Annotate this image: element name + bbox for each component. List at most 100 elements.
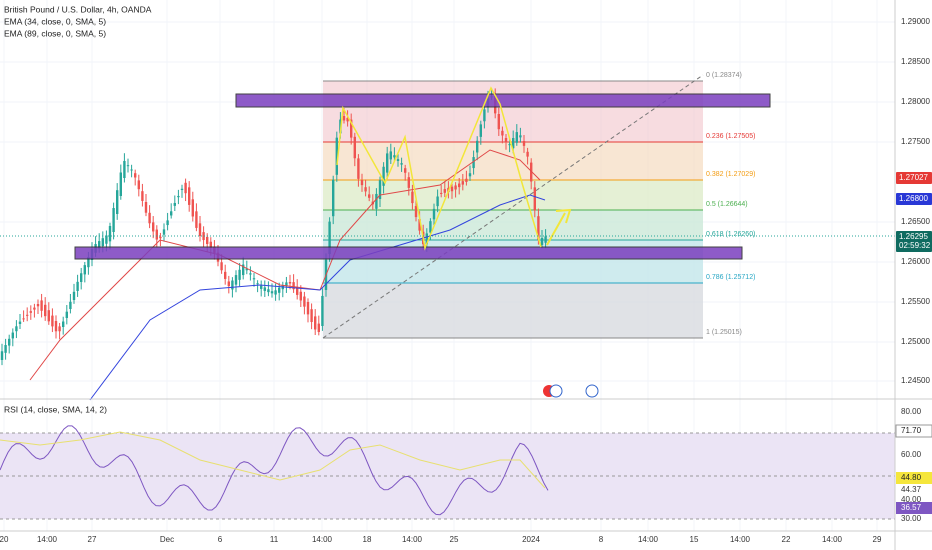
event-icon[interactable] [585, 384, 599, 398]
rsi-badge [896, 472, 932, 484]
candle-body [274, 290, 277, 295]
candle-body [141, 191, 144, 201]
candle-body [296, 286, 299, 295]
candle-body [40, 300, 43, 311]
rsi-label: 80.00 [901, 407, 922, 416]
candle-body [152, 222, 155, 232]
candle-body [310, 309, 313, 323]
candle-body [278, 287, 281, 293]
candle-body [530, 162, 533, 182]
candle-body [288, 282, 292, 284]
candle-body [414, 206, 418, 218]
candle-body [44, 304, 47, 317]
legend-symbol: British Pound / U.S. Dollar, 4h, OANDA [4, 4, 152, 14]
time-label: 15 [690, 535, 699, 544]
candle-body [501, 130, 504, 136]
legend-ema: EMA (89, close, 0, SMA, 5) [4, 28, 106, 38]
candle-body [4, 345, 7, 353]
rsi-badge [895, 424, 932, 438]
time-label: 14:00 [37, 535, 58, 544]
fib-band [323, 240, 703, 283]
rsi-badge [896, 502, 932, 514]
candle-body [357, 158, 360, 179]
candle-body [191, 199, 194, 217]
candle-body [335, 137, 338, 175]
price-label: 1.28000 [901, 97, 930, 106]
fib-label: 0.786 (1.25712) [706, 274, 755, 281]
candle-body [393, 155, 396, 158]
candle-body [540, 238, 544, 245]
candle-body [116, 190, 119, 214]
candle-body [479, 124, 482, 137]
candle-body [537, 216, 540, 240]
candle-body [166, 220, 169, 226]
candle-body [364, 187, 367, 192]
time-label: 14:00 [730, 535, 751, 544]
rsi-label: 40.00 [901, 495, 922, 504]
candle-body [458, 183, 461, 188]
rsi-label: 60.00 [901, 450, 922, 459]
candle-body [126, 165, 130, 167]
candle-body [454, 185, 457, 190]
price-label: 1.28500 [901, 57, 930, 66]
fib-label: 0.5 (1.26644) [706, 201, 748, 208]
time-label: Dec [160, 535, 174, 544]
candle-body [522, 141, 526, 146]
candle-body [198, 223, 202, 237]
rsi-label: 44.37 [901, 485, 922, 494]
fib-label: 0.236 (1.27505) [706, 133, 755, 140]
pattern-line [336, 86, 542, 251]
candle-body [134, 173, 137, 178]
candle-body [54, 321, 58, 332]
price-label: 1.26000 [901, 257, 930, 266]
candle-body [504, 138, 508, 142]
candle-body [15, 326, 18, 332]
candle-body [256, 283, 259, 285]
candle-body [231, 280, 234, 290]
candle-body [58, 326, 61, 332]
candle-body [202, 232, 205, 241]
candle-body [26, 314, 29, 316]
candle-body [62, 321, 65, 327]
price-label: 1.25500 [901, 297, 930, 306]
candle-body [346, 117, 349, 122]
fib-trend [322, 74, 704, 339]
fib-label: 0.618 (1.26260) [706, 231, 755, 238]
candle-body [515, 132, 518, 143]
fib-label: 0.382 (1.27029) [706, 171, 755, 178]
candle-body [8, 338, 11, 346]
candle-body [360, 180, 364, 186]
time-label: 8 [599, 535, 604, 544]
time-label: 2024 [522, 535, 540, 544]
candle-body [400, 163, 403, 165]
candle-body [328, 221, 331, 254]
time-label: 29 [873, 535, 882, 544]
legend-rsi: RSI (14, close, SMA, 14, 2) [4, 404, 107, 414]
candle-body [98, 241, 101, 249]
candle-body [425, 233, 428, 245]
candle-body [533, 187, 536, 211]
price-label: 1.24500 [901, 376, 930, 385]
candle-body [195, 211, 198, 228]
event-icon[interactable] [549, 384, 563, 398]
candle-body [407, 177, 410, 188]
candle-body [249, 273, 252, 275]
candle-body [119, 172, 122, 196]
candle-body [242, 264, 245, 276]
fib-band [323, 180, 703, 210]
rsi-label: 30.00 [901, 514, 922, 523]
candle-body [429, 221, 432, 233]
candle-body [378, 180, 382, 199]
candle-body [162, 229, 166, 235]
candle-body [443, 189, 446, 193]
price-label: 1.26500 [901, 217, 930, 226]
candle-body [245, 268, 248, 271]
candle-body [173, 202, 176, 206]
candle-body [285, 282, 288, 286]
candle-body [450, 186, 454, 192]
rsi-badge-label: 36.57 [901, 503, 922, 512]
price-label: 1.27500 [901, 137, 930, 146]
candle-body [69, 301, 72, 309]
candle-body [83, 265, 86, 275]
candle-body [224, 271, 227, 279]
